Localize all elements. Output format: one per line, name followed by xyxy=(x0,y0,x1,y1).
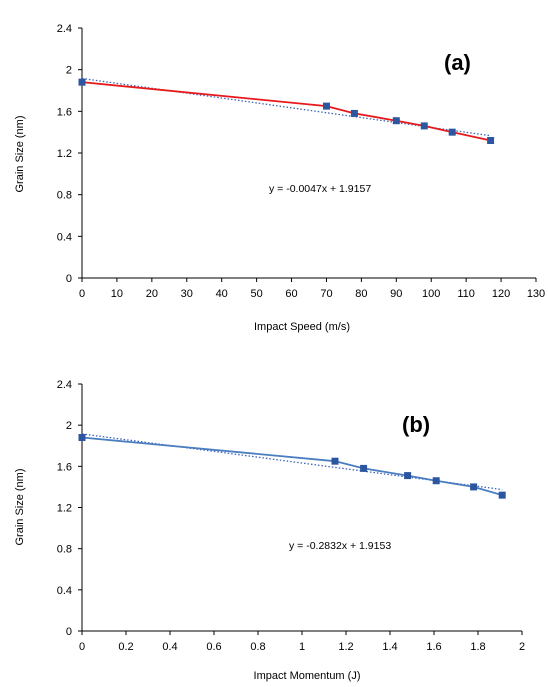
y-tick-label-b: 0.4 xyxy=(57,585,72,597)
x-tick-label-b: 0.2 xyxy=(118,641,133,653)
data-point-a xyxy=(448,128,456,136)
y-tick-label-b: 2 xyxy=(66,420,72,432)
series-line-b xyxy=(81,436,503,497)
x-tick-label-b: 1.4 xyxy=(382,641,397,653)
data-point-b xyxy=(432,477,440,485)
data-point-a xyxy=(350,109,358,117)
x-tick-label-a: 0 xyxy=(79,288,85,300)
x-tick-label-b: 1.2 xyxy=(338,641,353,653)
panel-label-b: (b) xyxy=(402,412,430,437)
y-tick-label-a: 1.6 xyxy=(57,106,72,118)
x-tick-label-a: 90 xyxy=(390,288,402,300)
y-tick-label-a: 2.4 xyxy=(57,23,72,35)
x-tick-label-a: 20 xyxy=(146,288,158,300)
x-tick-label-a: 100 xyxy=(422,288,440,300)
x-tick-label-a: 120 xyxy=(492,288,510,300)
x-tick-label-a: 50 xyxy=(250,288,262,300)
chart-b: (b) y = -0.2832x + 1.9153 Impact Momentu… xyxy=(14,379,525,682)
x-tick-label-a: 40 xyxy=(216,288,228,300)
x-tick-label-a: 30 xyxy=(181,288,193,300)
y-axis-label-a: Grain Size (nm) xyxy=(14,115,26,192)
x-tick-label-a: 60 xyxy=(285,288,297,300)
data-point-b xyxy=(78,434,86,442)
data-point-a xyxy=(487,137,495,144)
data-point-b xyxy=(331,457,339,465)
data-point-b xyxy=(404,472,412,480)
y-tick-label-b: 0 xyxy=(66,626,72,638)
data-point-b xyxy=(360,464,368,472)
x-tick-label-b: 0.6 xyxy=(206,641,221,653)
y-tick-label-a: 0.4 xyxy=(57,231,72,243)
y-tick-label-a: 0.8 xyxy=(57,190,72,202)
x-tick-label-a: 70 xyxy=(320,288,332,300)
x-tick-label-a: 80 xyxy=(355,288,367,300)
y-tick-label-a: 0 xyxy=(66,273,72,285)
y-tick-label-a: 2 xyxy=(66,65,72,77)
trendline-b xyxy=(81,433,503,491)
series-line-a xyxy=(81,81,491,142)
y-tick-label-b: 0.8 xyxy=(57,544,72,556)
data-point-a xyxy=(78,78,86,86)
chart-a: (a) y = -0.0047x + 1.9157 Impact Speed (… xyxy=(14,23,545,333)
x-tick-label-a: 110 xyxy=(457,288,475,300)
trend-equation-b: y = -0.2832x + 1.9153 xyxy=(289,540,391,552)
x-tick-label-b: 0.4 xyxy=(162,641,177,653)
y-tick-label-a: 1.2 xyxy=(57,148,72,160)
y-tick-label-b: 2.4 xyxy=(57,379,72,391)
trend-equation-a: y = -0.0047x + 1.9157 xyxy=(269,183,371,195)
data-point-a xyxy=(392,117,400,125)
data-point-a xyxy=(420,122,428,130)
panel-label-a: (a) xyxy=(444,50,471,75)
data-point-b xyxy=(470,483,478,491)
x-axis-label-b: Impact Momentum (J) xyxy=(254,670,361,682)
y-axis-label-b: Grain Size (nm) xyxy=(14,468,26,545)
x-tick-label-b: 0 xyxy=(79,641,85,653)
x-tick-label-b: 2 xyxy=(519,641,525,653)
data-point-a xyxy=(322,102,330,110)
x-tick-label-b: 1.6 xyxy=(426,641,441,653)
data-point-b xyxy=(498,491,506,499)
x-tick-label-a: 130 xyxy=(527,288,545,300)
x-tick-label-a: 10 xyxy=(111,288,123,300)
y-tick-label-b: 1.6 xyxy=(57,461,72,473)
x-tick-label-b: 1 xyxy=(299,641,305,653)
x-axis-label-a: Impact Speed (m/s) xyxy=(254,321,350,333)
x-tick-label-b: 1.8 xyxy=(470,641,485,653)
y-tick-label-b: 1.2 xyxy=(57,503,72,515)
x-tick-label-b: 0.8 xyxy=(250,641,265,653)
